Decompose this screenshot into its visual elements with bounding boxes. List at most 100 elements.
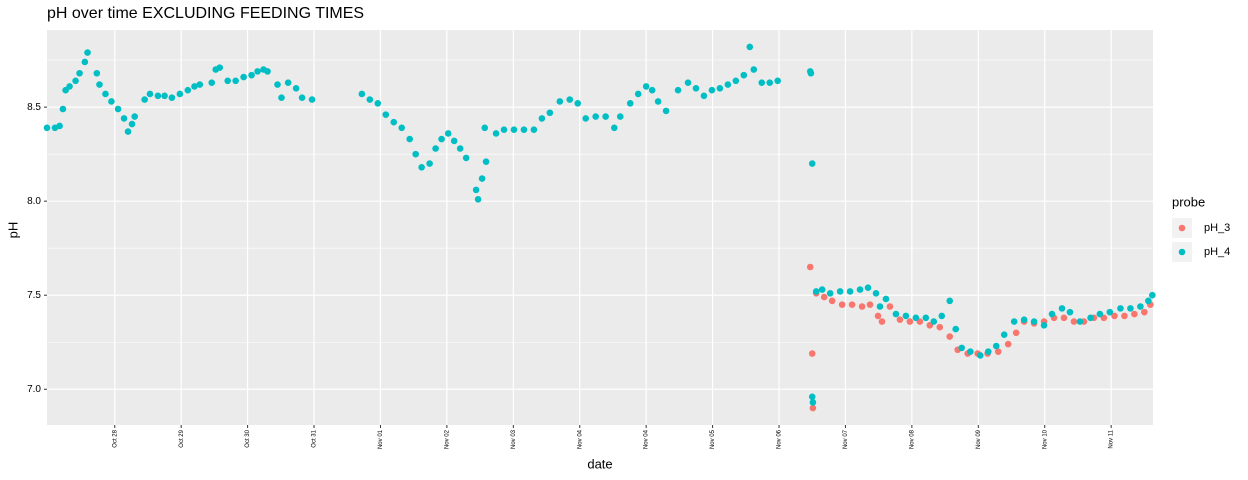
y-tick-label: 8.5 bbox=[27, 102, 41, 113]
point bbox=[224, 77, 231, 85]
point bbox=[462, 154, 470, 162]
point bbox=[808, 160, 816, 167]
point bbox=[538, 115, 546, 122]
point bbox=[120, 115, 128, 122]
point bbox=[958, 344, 965, 352]
point bbox=[168, 94, 176, 102]
point bbox=[826, 290, 834, 297]
point bbox=[43, 124, 51, 132]
point bbox=[746, 43, 754, 51]
y-axis-title: pH bbox=[5, 222, 20, 239]
point bbox=[828, 297, 836, 305]
point bbox=[124, 128, 132, 135]
point bbox=[872, 290, 880, 297]
point bbox=[602, 113, 609, 120]
point bbox=[732, 77, 740, 85]
point bbox=[848, 301, 856, 308]
point bbox=[366, 96, 374, 103]
point bbox=[520, 126, 528, 133]
point bbox=[892, 310, 900, 318]
point bbox=[912, 314, 920, 322]
point bbox=[922, 314, 930, 322]
point bbox=[886, 303, 894, 310]
point bbox=[674, 86, 682, 94]
point bbox=[818, 286, 826, 293]
point bbox=[820, 293, 828, 301]
point bbox=[406, 135, 413, 143]
point bbox=[582, 115, 590, 122]
point bbox=[254, 68, 261, 75]
point bbox=[492, 130, 500, 137]
point bbox=[418, 164, 425, 171]
point bbox=[1117, 305, 1124, 312]
point bbox=[184, 86, 192, 94]
point bbox=[358, 90, 366, 98]
point bbox=[740, 71, 748, 79]
point bbox=[724, 81, 732, 88]
point bbox=[856, 286, 864, 293]
point bbox=[1060, 314, 1068, 322]
x-tick-label: Nov 04 bbox=[577, 429, 583, 449]
point bbox=[896, 316, 904, 323]
x-tick-label: Oct 31 bbox=[312, 429, 318, 447]
point bbox=[128, 120, 136, 128]
point bbox=[81, 58, 89, 66]
point bbox=[278, 94, 285, 102]
point bbox=[556, 98, 564, 105]
point bbox=[298, 94, 306, 102]
point bbox=[592, 113, 599, 120]
point bbox=[248, 71, 255, 79]
point bbox=[866, 301, 874, 308]
point bbox=[626, 100, 634, 107]
point bbox=[967, 348, 974, 355]
point bbox=[994, 348, 1002, 355]
point bbox=[146, 90, 154, 98]
point bbox=[864, 284, 872, 291]
point bbox=[114, 105, 122, 113]
point bbox=[66, 83, 73, 90]
point bbox=[708, 86, 716, 94]
point bbox=[161, 92, 168, 100]
point bbox=[474, 195, 482, 203]
point bbox=[750, 66, 758, 73]
point bbox=[716, 85, 724, 92]
point bbox=[1000, 331, 1008, 339]
point bbox=[481, 124, 489, 132]
point bbox=[426, 160, 433, 167]
point bbox=[1145, 297, 1152, 305]
point bbox=[482, 158, 490, 165]
point bbox=[510, 126, 518, 133]
x-tick-label: Nov 04 bbox=[644, 429, 650, 449]
point bbox=[478, 175, 486, 182]
x-tick-label: Nov 01 bbox=[378, 429, 384, 449]
point bbox=[882, 295, 890, 303]
point bbox=[154, 92, 162, 100]
point bbox=[1137, 303, 1144, 310]
point bbox=[1004, 340, 1012, 348]
x-tick-label: Oct 28 bbox=[112, 429, 118, 447]
point bbox=[807, 69, 815, 77]
point bbox=[662, 107, 670, 115]
point bbox=[642, 83, 650, 90]
x-tick-label: Nov 08 bbox=[909, 429, 915, 449]
point bbox=[648, 86, 656, 94]
point bbox=[208, 79, 216, 86]
point bbox=[758, 79, 766, 86]
point bbox=[76, 69, 83, 77]
point bbox=[131, 113, 138, 120]
point bbox=[456, 145, 464, 152]
point bbox=[766, 79, 774, 86]
point bbox=[700, 92, 708, 100]
point bbox=[634, 90, 642, 98]
point bbox=[684, 79, 692, 86]
point bbox=[1058, 305, 1066, 312]
point bbox=[374, 100, 382, 107]
point bbox=[102, 90, 109, 98]
point bbox=[72, 77, 79, 85]
point bbox=[836, 288, 844, 295]
point bbox=[274, 81, 281, 88]
point bbox=[809, 399, 817, 406]
point bbox=[808, 350, 816, 357]
point bbox=[946, 333, 954, 340]
